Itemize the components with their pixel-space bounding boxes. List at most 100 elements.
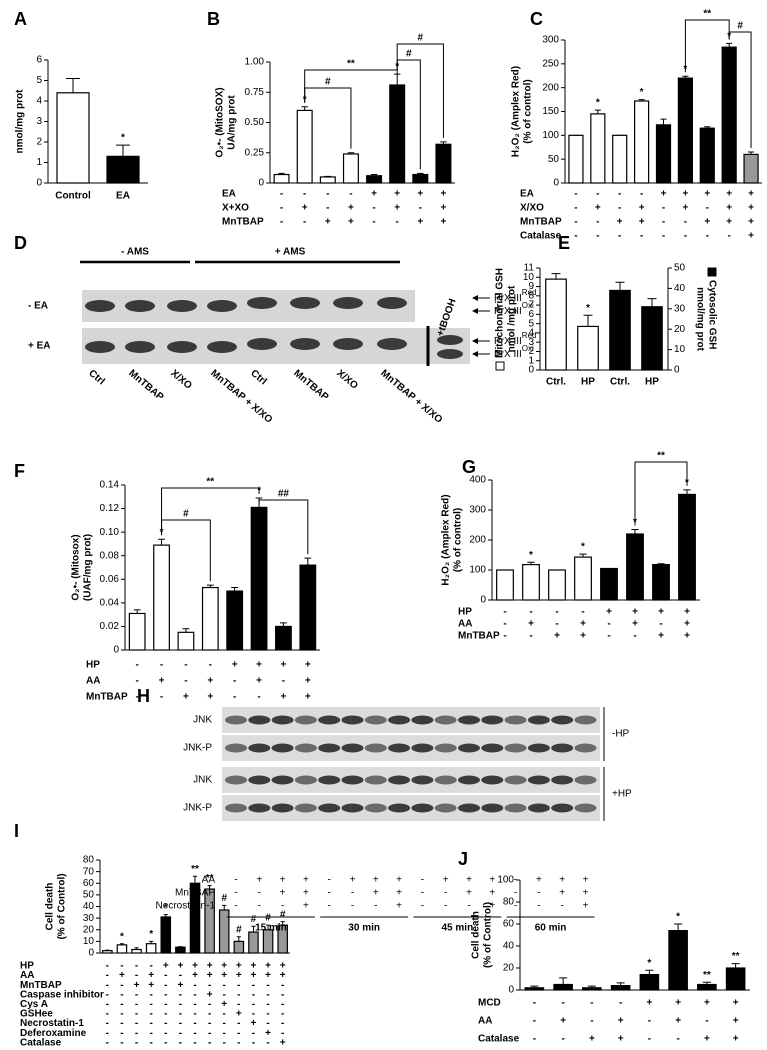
blot-band <box>341 715 364 725</box>
condition-mark: - <box>106 961 109 972</box>
blot-band <box>388 715 411 725</box>
condition-name: Catalase <box>20 1037 62 1048</box>
bar <box>116 944 128 954</box>
condition-mark: - <box>149 1037 152 1048</box>
condition-mark: + <box>236 961 242 972</box>
time-label: 15 min <box>255 923 287 934</box>
condition-mark: - <box>135 989 138 1000</box>
blot-band <box>388 803 411 813</box>
condition-mark: - <box>282 676 285 687</box>
blot-band <box>318 775 341 785</box>
condition-mark: + <box>305 676 311 687</box>
y2-tick-label: 20 <box>674 324 686 335</box>
condition-mark: - <box>149 989 152 1000</box>
blot-band <box>167 300 197 312</box>
condition-mark: + <box>675 998 681 1009</box>
significance-label: * <box>647 958 651 969</box>
condition-mark: - <box>421 888 424 899</box>
condition-mark: - <box>252 999 255 1010</box>
condition-mark: - <box>135 1018 138 1029</box>
bar <box>652 563 670 601</box>
panel-letter: I <box>14 821 19 841</box>
bar <box>248 931 259 954</box>
lane-label: MnTBAP <box>291 368 330 403</box>
y-axis-label: O₂•- (Mitosox) <box>71 534 82 600</box>
condition-mark: - <box>662 217 665 228</box>
condition-mark: + <box>256 875 262 886</box>
blot-band <box>527 803 550 813</box>
condition-mark: - <box>208 1018 211 1029</box>
y-tick-label: 300 <box>542 35 559 46</box>
y-tick-label: 0 <box>88 948 94 959</box>
condition-mark: + <box>704 217 710 228</box>
y-tick-label: 2 <box>528 346 534 357</box>
blot-band <box>411 803 434 813</box>
blot-band <box>248 743 271 753</box>
condition-mark: - <box>164 1018 167 1029</box>
condition-mark: + <box>417 217 423 228</box>
condition-mark: - <box>662 231 665 242</box>
condition-mark: - <box>184 676 187 687</box>
condition-mark: + <box>221 999 227 1010</box>
bar <box>250 506 268 651</box>
bracket <box>634 461 688 526</box>
blot-band <box>364 775 387 785</box>
significance-label: * <box>596 98 600 109</box>
y-tick-label: 2 <box>36 137 42 148</box>
condition-mark: - <box>164 999 167 1010</box>
error-bar <box>158 538 165 546</box>
bar <box>296 109 313 184</box>
y-tick-label: 20 <box>83 924 95 935</box>
condition-mark: - <box>266 989 269 1000</box>
bracket <box>304 87 352 149</box>
band-label: PrX IIIRed <box>494 331 536 347</box>
band-label-sup: Oxi <box>522 301 534 310</box>
condition-mark: - <box>590 1016 593 1027</box>
condition-mark: - <box>326 189 329 200</box>
panel-letter: D <box>14 233 27 253</box>
panel-letter: G <box>462 457 476 477</box>
condition-mark: + <box>583 875 589 886</box>
condition-mark: + <box>207 961 213 972</box>
condition-mark: - <box>160 692 163 703</box>
condition-mark: + <box>559 888 565 899</box>
condition-mark: + <box>441 217 447 228</box>
condition-mark: - <box>136 660 139 671</box>
condition-mark: + <box>658 607 664 618</box>
error-bar <box>594 109 601 114</box>
condition-name: HP <box>458 607 472 618</box>
y-axis-label: (UAF/mg prot) <box>83 534 94 601</box>
condition-mark: - <box>555 607 558 618</box>
blot-band <box>341 743 364 753</box>
condition-name: MCD <box>478 998 501 1009</box>
condition-mark: - <box>106 999 109 1010</box>
condition-mark: - <box>266 999 269 1010</box>
y-tick-label: 200 <box>469 535 486 546</box>
condition-name: Catalase <box>478 1034 520 1045</box>
error-bar <box>726 42 733 48</box>
error-bar <box>559 977 568 985</box>
lane-label: MnTBAP + X/XO <box>378 368 444 426</box>
condition-mark: - <box>351 901 354 912</box>
blot-band <box>481 743 504 753</box>
condition-mark: - <box>421 901 424 912</box>
blot-band <box>551 715 574 725</box>
condition-mark: - <box>106 1009 109 1020</box>
condition-mark: + <box>632 619 638 630</box>
condition-mark: + <box>726 217 732 228</box>
condition-mark: - <box>149 1018 152 1029</box>
condition-mark: - <box>533 998 536 1009</box>
condition-mark: + <box>281 692 287 703</box>
blot-band <box>481 803 504 813</box>
condition-mark: - <box>164 989 167 1000</box>
significance-label: * <box>529 550 533 561</box>
blot-band <box>458 743 480 753</box>
blot-band <box>294 803 317 813</box>
condition-mark: + <box>192 961 198 972</box>
condition-mark: - <box>136 676 139 687</box>
bracket <box>161 487 260 536</box>
condition-mark: + <box>373 888 379 899</box>
y-tick-label: 11 <box>524 263 535 274</box>
condition-mark: - <box>252 1037 255 1048</box>
